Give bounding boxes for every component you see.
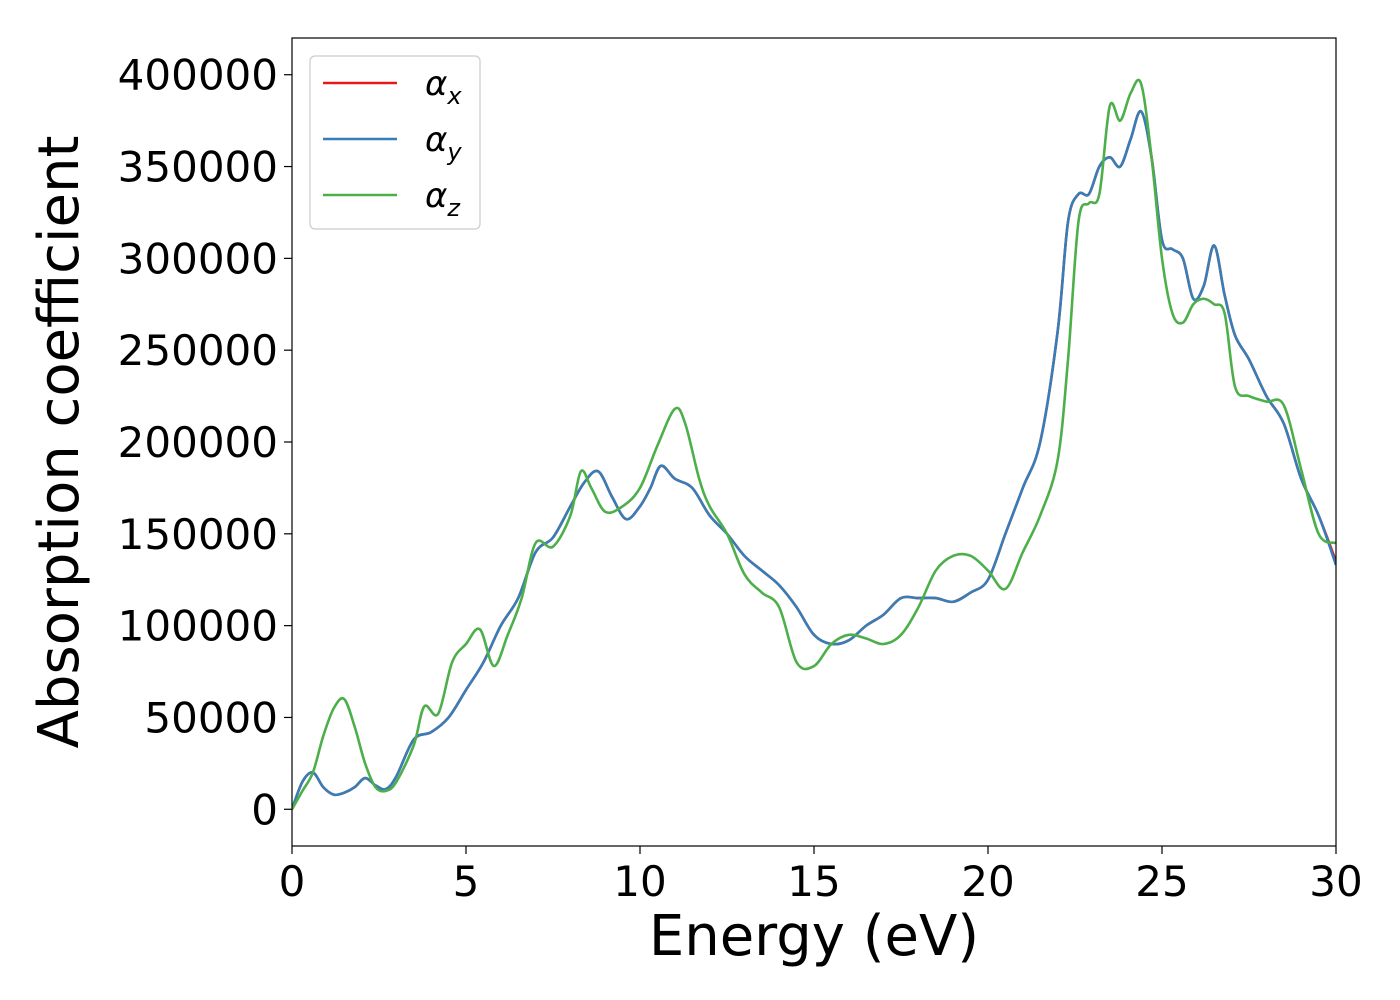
x-axis-title: Energy (eV): [649, 904, 979, 969]
y-axis-title: Absorption coefficient: [27, 136, 92, 749]
series-line-z: [292, 78, 1336, 810]
y-tick-label: 200000: [118, 418, 278, 467]
y-tick-label: 400000: [118, 51, 278, 100]
x-tick-label: 30: [1309, 857, 1362, 906]
legend-box: [309, 55, 481, 230]
legend-label-z: αz: [425, 176, 461, 222]
x-tick-label: 10: [613, 857, 666, 906]
legend: αx αy αz: [309, 55, 481, 230]
legend-label-y: αy: [425, 120, 462, 166]
y-tick-label: 100000: [118, 602, 278, 651]
y-tick-label: 150000: [118, 510, 278, 559]
x-axis: 0 5 10 15 20 25 30: [279, 846, 1363, 906]
x-tick-label: 5: [453, 857, 480, 906]
y-tick-label: 50000: [144, 693, 278, 742]
y-tick-label: 0: [251, 785, 278, 834]
x-tick-label: 20: [961, 857, 1014, 906]
y-tick-label: 300000: [118, 234, 278, 283]
series-layer: [292, 78, 1336, 810]
x-tick-label: 15: [787, 857, 840, 906]
y-tick-label: 250000: [118, 326, 278, 375]
y-tick-label: 350000: [118, 143, 278, 192]
legend-label-x: αx: [425, 64, 462, 110]
y-axis: 0 50000 100000 150000 200000 250000 300000 3500…: [118, 51, 292, 834]
x-tick-label: 0: [279, 857, 306, 906]
x-tick-label: 25: [1135, 857, 1188, 906]
